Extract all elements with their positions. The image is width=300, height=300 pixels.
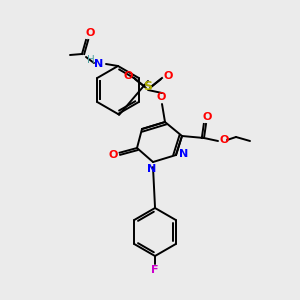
Text: O: O bbox=[85, 28, 95, 38]
Text: N: N bbox=[94, 59, 103, 69]
Text: F: F bbox=[151, 265, 159, 275]
Text: S: S bbox=[143, 80, 152, 92]
Text: O: O bbox=[108, 149, 118, 160]
Text: H: H bbox=[87, 55, 95, 65]
Text: O: O bbox=[163, 71, 173, 81]
Text: N: N bbox=[147, 164, 157, 174]
Text: O: O bbox=[123, 71, 133, 81]
Text: N: N bbox=[179, 149, 189, 159]
Text: O: O bbox=[219, 135, 229, 145]
Text: O: O bbox=[202, 112, 212, 122]
Text: O: O bbox=[156, 92, 166, 102]
